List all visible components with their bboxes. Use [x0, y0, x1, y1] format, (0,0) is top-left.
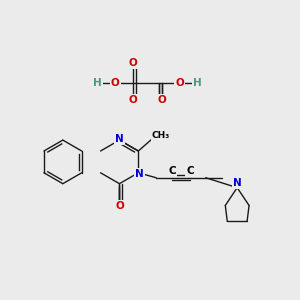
- Text: O: O: [115, 202, 124, 212]
- Text: O: O: [158, 95, 166, 106]
- Text: C: C: [168, 166, 176, 176]
- Text: O: O: [175, 78, 184, 88]
- Text: H: H: [193, 78, 202, 88]
- Text: O: O: [158, 95, 166, 106]
- Text: O: O: [129, 58, 137, 68]
- Text: O: O: [111, 78, 120, 88]
- Text: N: N: [233, 178, 242, 188]
- Text: CH₃: CH₃: [152, 130, 170, 140]
- Text: C: C: [186, 166, 194, 176]
- Text: N: N: [135, 169, 144, 179]
- Text: O: O: [129, 95, 137, 106]
- Text: H: H: [93, 78, 102, 88]
- Text: N: N: [115, 134, 124, 144]
